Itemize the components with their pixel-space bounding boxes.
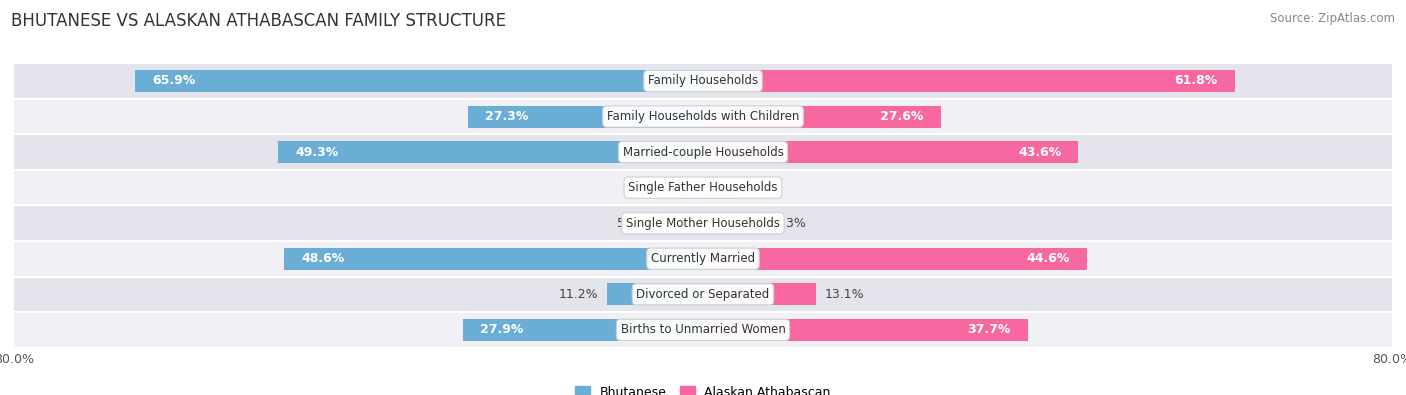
Text: 65.9%: 65.9% (153, 75, 195, 87)
Text: 61.8%: 61.8% (1175, 75, 1218, 87)
Bar (14, 170, 1392, 205)
Text: Single Father Households: Single Father Households (628, 181, 778, 194)
Text: 43.6%: 43.6% (1018, 146, 1062, 158)
Text: 27.6%: 27.6% (880, 110, 924, 123)
Text: 37.7%: 37.7% (967, 324, 1011, 336)
Text: 3.4%: 3.4% (741, 181, 773, 194)
Bar (278, 141, 703, 163)
Text: 5.3%: 5.3% (617, 217, 648, 229)
Bar (703, 283, 815, 305)
Bar (703, 105, 941, 128)
Bar (606, 283, 703, 305)
Bar (703, 141, 1078, 163)
Bar (703, 212, 766, 234)
Bar (658, 212, 703, 234)
Text: Currently Married: Currently Married (651, 252, 755, 265)
Text: Single Mother Households: Single Mother Households (626, 217, 780, 229)
Text: Family Households with Children: Family Households with Children (607, 110, 799, 123)
Text: 27.9%: 27.9% (479, 324, 523, 336)
Legend: Bhutanese, Alaskan Athabascan: Bhutanese, Alaskan Athabascan (569, 381, 837, 395)
Bar (703, 319, 1028, 341)
Bar (14, 134, 1392, 170)
Bar (703, 70, 1236, 92)
Text: 44.6%: 44.6% (1026, 252, 1070, 265)
Text: 13.1%: 13.1% (824, 288, 865, 301)
Text: 49.3%: 49.3% (295, 146, 339, 158)
Text: 11.2%: 11.2% (558, 288, 598, 301)
Bar (14, 63, 1392, 99)
Bar (468, 105, 703, 128)
Text: 2.1%: 2.1% (644, 181, 676, 194)
Text: 48.6%: 48.6% (302, 252, 344, 265)
Text: 27.3%: 27.3% (485, 110, 529, 123)
Bar (14, 205, 1392, 241)
Bar (284, 248, 703, 270)
Text: Source: ZipAtlas.com: Source: ZipAtlas.com (1270, 12, 1395, 25)
Text: Divorced or Separated: Divorced or Separated (637, 288, 769, 301)
Text: Family Households: Family Households (648, 75, 758, 87)
Text: 7.3%: 7.3% (775, 217, 807, 229)
Bar (14, 241, 1392, 276)
Bar (703, 248, 1087, 270)
Text: BHUTANESE VS ALASKAN ATHABASCAN FAMILY STRUCTURE: BHUTANESE VS ALASKAN ATHABASCAN FAMILY S… (11, 12, 506, 30)
Bar (703, 177, 733, 199)
Bar (14, 312, 1392, 348)
Bar (14, 99, 1392, 134)
Text: Married-couple Households: Married-couple Households (623, 146, 783, 158)
Bar (14, 276, 1392, 312)
Text: Births to Unmarried Women: Births to Unmarried Women (620, 324, 786, 336)
Bar (463, 319, 703, 341)
Bar (135, 70, 703, 92)
Bar (685, 177, 703, 199)
